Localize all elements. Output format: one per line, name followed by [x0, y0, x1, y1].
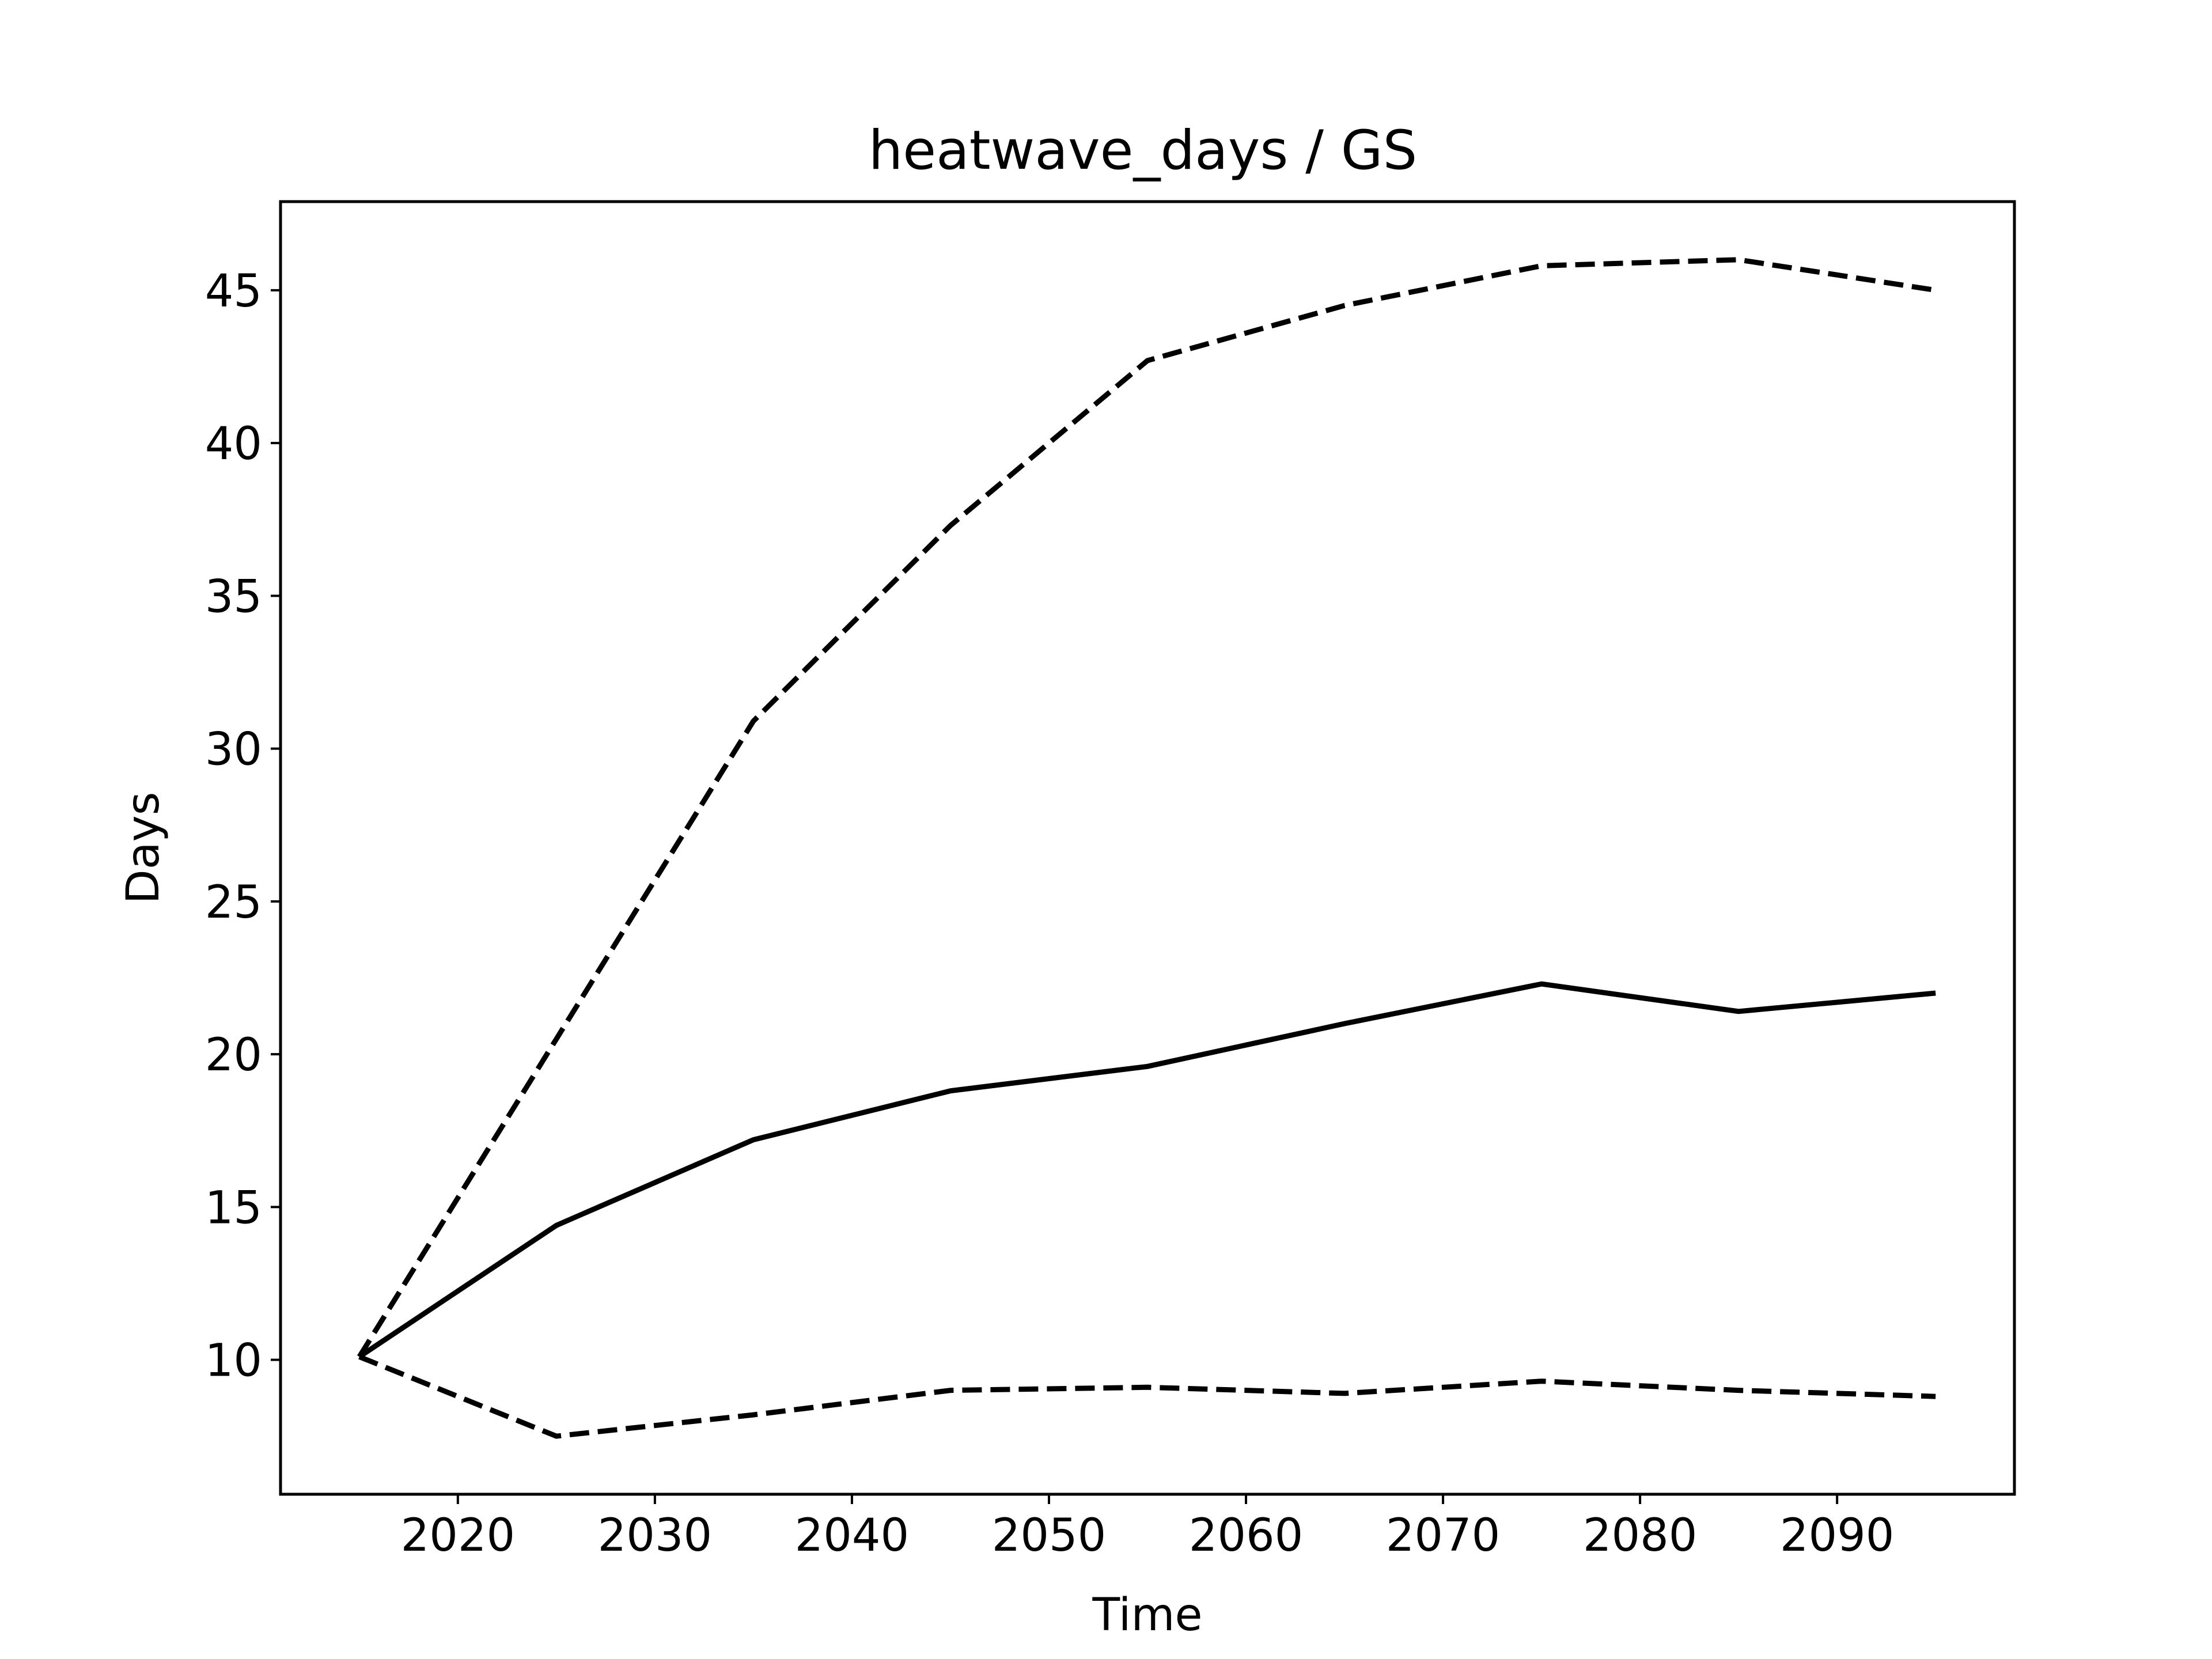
x-tick-label: 2090 [1780, 1510, 1895, 1562]
y-tick-label: 35 [205, 571, 262, 623]
series-layer [357, 257, 1936, 1439]
y-tick-label: 45 [205, 266, 262, 317]
x-tick-label: 2080 [1583, 1510, 1698, 1562]
x-tick-label: 2050 [992, 1510, 1107, 1562]
x-axis: 2020 2030 2040 2050 2060 2070 2080 2090 [401, 1494, 1895, 1562]
x-axis-label: Time [1092, 1589, 1203, 1641]
x-tick-label: 2040 [795, 1510, 910, 1562]
series-line-3 [358, 1354, 1936, 1439]
x-tick-label: 2070 [1386, 1510, 1501, 1562]
x-tick-label: 2060 [1189, 1510, 1304, 1562]
x-tick-label: 2030 [598, 1510, 713, 1562]
series-line-2 [357, 257, 1936, 1358]
chart-title: heatwave_days / GS [869, 119, 1418, 182]
y-tick-label: 10 [205, 1335, 262, 1387]
y-tick-label: 15 [205, 1182, 262, 1234]
y-axis: 10 15 20 25 30 35 40 45 [205, 266, 281, 1387]
y-tick-label: 25 [205, 877, 262, 929]
y-tick-label: 20 [205, 1029, 262, 1081]
series-line-1 [358, 981, 1936, 1359]
y-tick-label: 30 [205, 724, 262, 776]
y-tick-label: 40 [205, 418, 262, 470]
y-axis-label: Days [118, 792, 169, 904]
plot-area-frame [279, 200, 2016, 1496]
x-tick-label: 2020 [401, 1510, 516, 1562]
